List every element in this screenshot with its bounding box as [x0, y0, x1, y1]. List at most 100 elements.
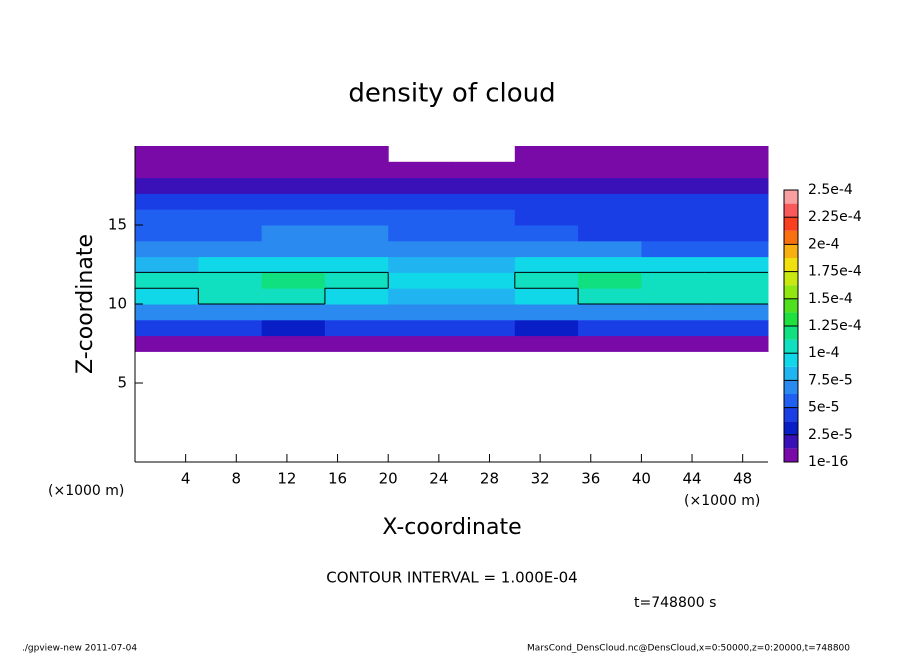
heatmap-cell [324, 272, 389, 289]
colorbar-segment [784, 394, 798, 408]
colorbar-tick-label: 2e-4 [808, 236, 840, 252]
colorbar-tick-label: 2.25e-4 [808, 209, 862, 225]
heatmap-cell [704, 304, 769, 321]
heatmap-cell [451, 209, 516, 226]
heatmap-cell [514, 146, 579, 163]
x-tick-label: 40 [632, 470, 651, 488]
colorbar-segment [784, 190, 798, 204]
x-tick-label: 16 [328, 470, 347, 488]
x-tick-label: 44 [682, 470, 701, 488]
colorbar-segment [784, 312, 798, 326]
heatmap-cell [261, 256, 326, 273]
y-tick-label: 5 [117, 374, 127, 392]
heatmap-cell [514, 288, 579, 305]
heatmap-cell [135, 288, 199, 305]
y-axis-label: Z-coordinate [73, 234, 98, 374]
x-tick-label: 32 [531, 470, 550, 488]
colorbar-segment [784, 244, 798, 258]
heatmap-cell [514, 193, 579, 210]
x-tick-label: 28 [480, 470, 499, 488]
heatmap-cell [641, 177, 706, 194]
heatmap-cell [261, 319, 326, 337]
heatmap-cell [451, 272, 516, 289]
heatmap-cell [704, 319, 769, 337]
heatmap-cell [578, 256, 642, 273]
heatmap-cell [198, 272, 263, 289]
time-label: t=748800 s [634, 595, 716, 611]
heatmap-cell [261, 146, 326, 163]
heatmap-cell [514, 161, 579, 179]
heatmap-cell [578, 193, 642, 210]
colorbar-tick-label: 2.5e-5 [808, 427, 853, 443]
heatmap-cell [641, 161, 706, 179]
heatmap-cell [388, 161, 452, 179]
heatmap-cell [324, 146, 389, 163]
heatmap-cell [135, 335, 199, 352]
heatmap-cell [578, 288, 642, 305]
x-axis-label: X-coordinate [382, 515, 521, 540]
heatmap-cell [578, 225, 642, 242]
heatmap-cell [388, 209, 452, 226]
colorbar-segment [784, 366, 798, 381]
colorbar-tick-label: 2.5e-4 [808, 182, 853, 198]
heatmap-cell [135, 304, 199, 321]
heatmap-cell [135, 272, 199, 289]
colorbar-segment [784, 448, 798, 462]
colorbar-segment [784, 285, 798, 299]
heatmap-cell [135, 146, 199, 163]
colorbar-segment [784, 326, 798, 340]
footer-right: MarsCond_DensCloud.nc@DensCloud,x=0:5000… [527, 644, 850, 654]
heatmap-cell [704, 225, 769, 242]
x-unit-label: (×1000 m) [48, 483, 124, 499]
colorbar-segment [784, 230, 798, 245]
heatmap-cell [514, 256, 579, 273]
heatmap-cell [324, 225, 389, 242]
heatmap-cell [198, 193, 263, 210]
heatmap-cell [704, 335, 769, 352]
heatmap-cell [514, 240, 579, 258]
heatmap-cell [135, 256, 199, 273]
heatmap-cell [451, 193, 516, 210]
heatmap-cell [388, 225, 452, 242]
heatmap-cell [578, 304, 642, 321]
heatmap-cell [135, 240, 199, 258]
colorbar-tick-label: 1.5e-4 [808, 291, 853, 307]
heatmap-cell [261, 177, 326, 194]
heatmap-cell [324, 161, 389, 179]
heatmap-cell [388, 319, 452, 337]
heatmap-cell [641, 272, 706, 289]
heatmap-cell [641, 304, 706, 321]
heatmap-cell [451, 319, 516, 337]
heatmap-cell [514, 177, 579, 194]
heatmap-cell [704, 256, 769, 273]
heatmap-cell [135, 177, 199, 194]
heatmap-cell [704, 209, 769, 226]
heatmap-cell [641, 335, 706, 352]
heatmap-cell [388, 304, 452, 321]
heatmap-cell [641, 256, 706, 273]
heatmap-cell [198, 177, 263, 194]
heatmap-cell [261, 288, 326, 305]
heatmap-cell [324, 256, 389, 273]
colorbar-segment [784, 271, 798, 286]
colorbar-segment [784, 203, 798, 218]
colorbar-segment [784, 258, 798, 272]
colorbar-tick-label: 1e-16 [808, 454, 848, 470]
heatmap-cell [451, 304, 516, 321]
x-unit-label: (×1000 m) [684, 493, 760, 509]
heatmap-cell [514, 304, 579, 321]
heatmap-cell [641, 288, 706, 305]
x-tick-label: 24 [429, 470, 448, 488]
x-tick-label: 12 [277, 470, 296, 488]
heatmap-cell [261, 161, 326, 179]
heatmap-cell [704, 288, 769, 305]
heatmap-cell [135, 225, 199, 242]
heatmap-cell [514, 272, 579, 289]
heatmap-cell [451, 240, 516, 258]
heatmap-cell [704, 193, 769, 210]
colorbar-segment [784, 434, 798, 449]
heatmap-cell [641, 146, 706, 163]
heatmap-cell [198, 256, 263, 273]
x-tick-label: 20 [379, 470, 398, 488]
heatmap-cell [451, 161, 516, 179]
